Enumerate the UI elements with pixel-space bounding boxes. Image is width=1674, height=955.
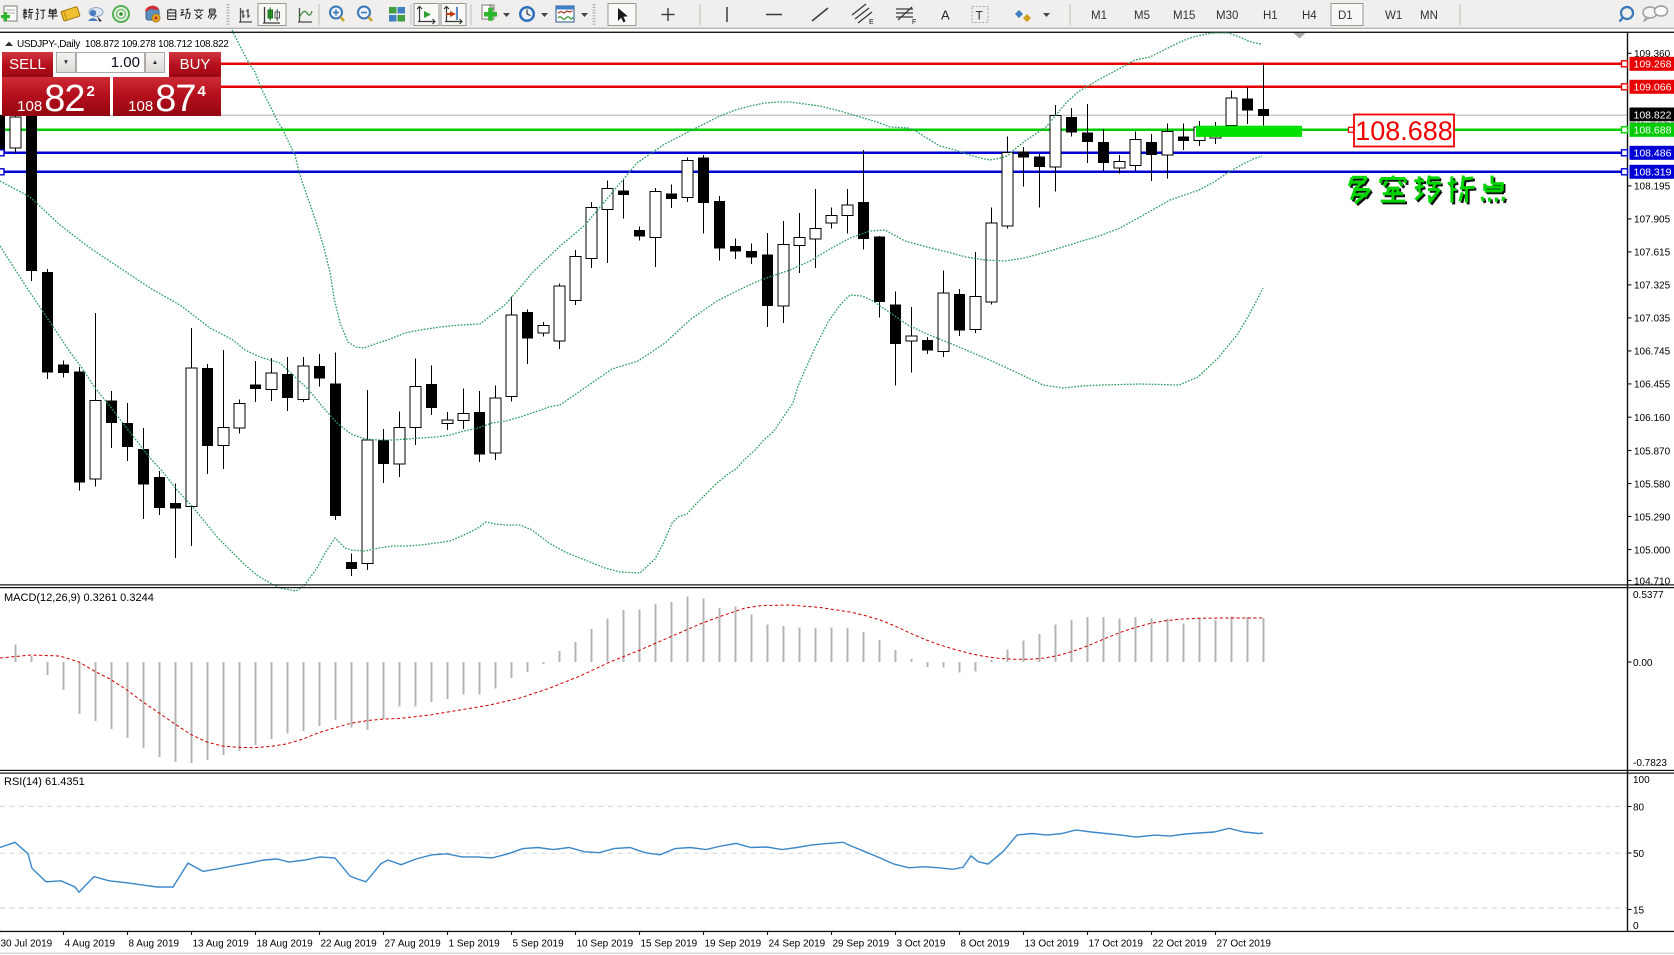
svg-text:22 Aug 2019: 22 Aug 2019 [321, 939, 378, 950]
svg-text:30 Jul 2019: 30 Jul 2019 [1, 939, 53, 950]
svg-text:109.268: 109.268 [1634, 59, 1672, 71]
svg-text:106.745: 106.745 [1634, 347, 1671, 358]
svg-text:29 Sep 2019: 29 Sep 2019 [833, 939, 890, 950]
svg-text:3 Oct 2019: 3 Oct 2019 [897, 939, 946, 950]
svg-text:80: 80 [1633, 802, 1645, 813]
svg-text:M30: M30 [1216, 10, 1238, 22]
svg-text:18 Aug 2019: 18 Aug 2019 [257, 939, 314, 950]
svg-text:108.195: 108.195 [1634, 182, 1671, 193]
svg-text:107.615: 107.615 [1634, 248, 1671, 259]
svg-text:104.710: 104.710 [1634, 576, 1671, 587]
svg-text:107.905: 107.905 [1634, 215, 1671, 226]
svg-text:109.066: 109.066 [1634, 82, 1672, 94]
svg-text:108.486: 108.486 [1634, 148, 1672, 160]
svg-text:M15: M15 [1173, 10, 1195, 22]
svg-text:105.870: 105.870 [1634, 446, 1671, 457]
svg-text:106.455: 106.455 [1634, 380, 1671, 391]
svg-text:24 Sep 2019: 24 Sep 2019 [769, 939, 826, 950]
svg-text:107.325: 107.325 [1634, 281, 1671, 292]
svg-text:-0.7823: -0.7823 [1633, 758, 1667, 769]
svg-text:8 Oct 2019: 8 Oct 2019 [961, 939, 1010, 950]
svg-text:100: 100 [1633, 775, 1650, 786]
svg-text:27 Oct 2019: 27 Oct 2019 [1217, 939, 1272, 950]
svg-text:105.290: 105.290 [1634, 512, 1671, 523]
svg-text:19 Sep 2019: 19 Sep 2019 [705, 939, 762, 950]
svg-text:MN: MN [1420, 10, 1438, 22]
svg-text:4 Aug 2019: 4 Aug 2019 [65, 939, 116, 950]
svg-text:50: 50 [1633, 849, 1645, 860]
svg-text:W1: W1 [1385, 10, 1402, 22]
svg-text:D1: D1 [1338, 10, 1353, 22]
svg-text:105.580: 105.580 [1634, 479, 1671, 490]
svg-text:T: T [976, 9, 984, 23]
svg-text:22 Oct 2019: 22 Oct 2019 [1153, 939, 1208, 950]
svg-text:A: A [941, 8, 950, 23]
svg-text:108.688: 108.688 [1355, 116, 1453, 146]
svg-text:0: 0 [1633, 921, 1639, 932]
svg-text:H1: H1 [1263, 10, 1278, 22]
svg-text:E: E [869, 19, 874, 26]
svg-text:106.160: 106.160 [1634, 413, 1671, 424]
svg-text:105.000: 105.000 [1634, 545, 1671, 556]
svg-text:108.822: 108.822 [1634, 109, 1672, 121]
svg-text:USDJPY-,Daily 108.872 109.278: USDJPY-,Daily 108.872 109.278 108.712 10… [17, 39, 229, 50]
svg-text:0.00: 0.00 [1633, 658, 1653, 669]
svg-text:8 Aug 2019: 8 Aug 2019 [129, 939, 180, 950]
svg-text:1 Sep 2019: 1 Sep 2019 [449, 939, 501, 950]
svg-text:5 Sep 2019: 5 Sep 2019 [513, 939, 565, 950]
svg-text:107.035: 107.035 [1634, 314, 1671, 325]
svg-text:27 Aug 2019: 27 Aug 2019 [385, 939, 442, 950]
svg-text:0.5377: 0.5377 [1633, 590, 1664, 601]
svg-text:15 Sep 2019: 15 Sep 2019 [641, 939, 698, 950]
svg-text:M5: M5 [1134, 10, 1150, 22]
svg-text:H4: H4 [1302, 10, 1317, 22]
svg-text:13 Oct 2019: 13 Oct 2019 [1025, 939, 1080, 950]
svg-text:108.688: 108.688 [1634, 125, 1672, 137]
svg-text:17 Oct 2019: 17 Oct 2019 [1089, 939, 1144, 950]
svg-text:RSI(14) 61.4351: RSI(14) 61.4351 [4, 776, 85, 788]
svg-text:M1: M1 [1091, 10, 1107, 22]
svg-text:108.319: 108.319 [1634, 167, 1672, 179]
svg-text:F: F [912, 19, 916, 26]
svg-text:MACD(12,26,9) 0.3261 0.3244: MACD(12,26,9) 0.3261 0.3244 [4, 592, 154, 604]
svg-text:15: 15 [1633, 905, 1645, 916]
svg-text:10 Sep 2019: 10 Sep 2019 [577, 939, 634, 950]
svg-text:109.360: 109.360 [1634, 49, 1671, 60]
svg-text:13 Aug 2019: 13 Aug 2019 [193, 939, 250, 950]
